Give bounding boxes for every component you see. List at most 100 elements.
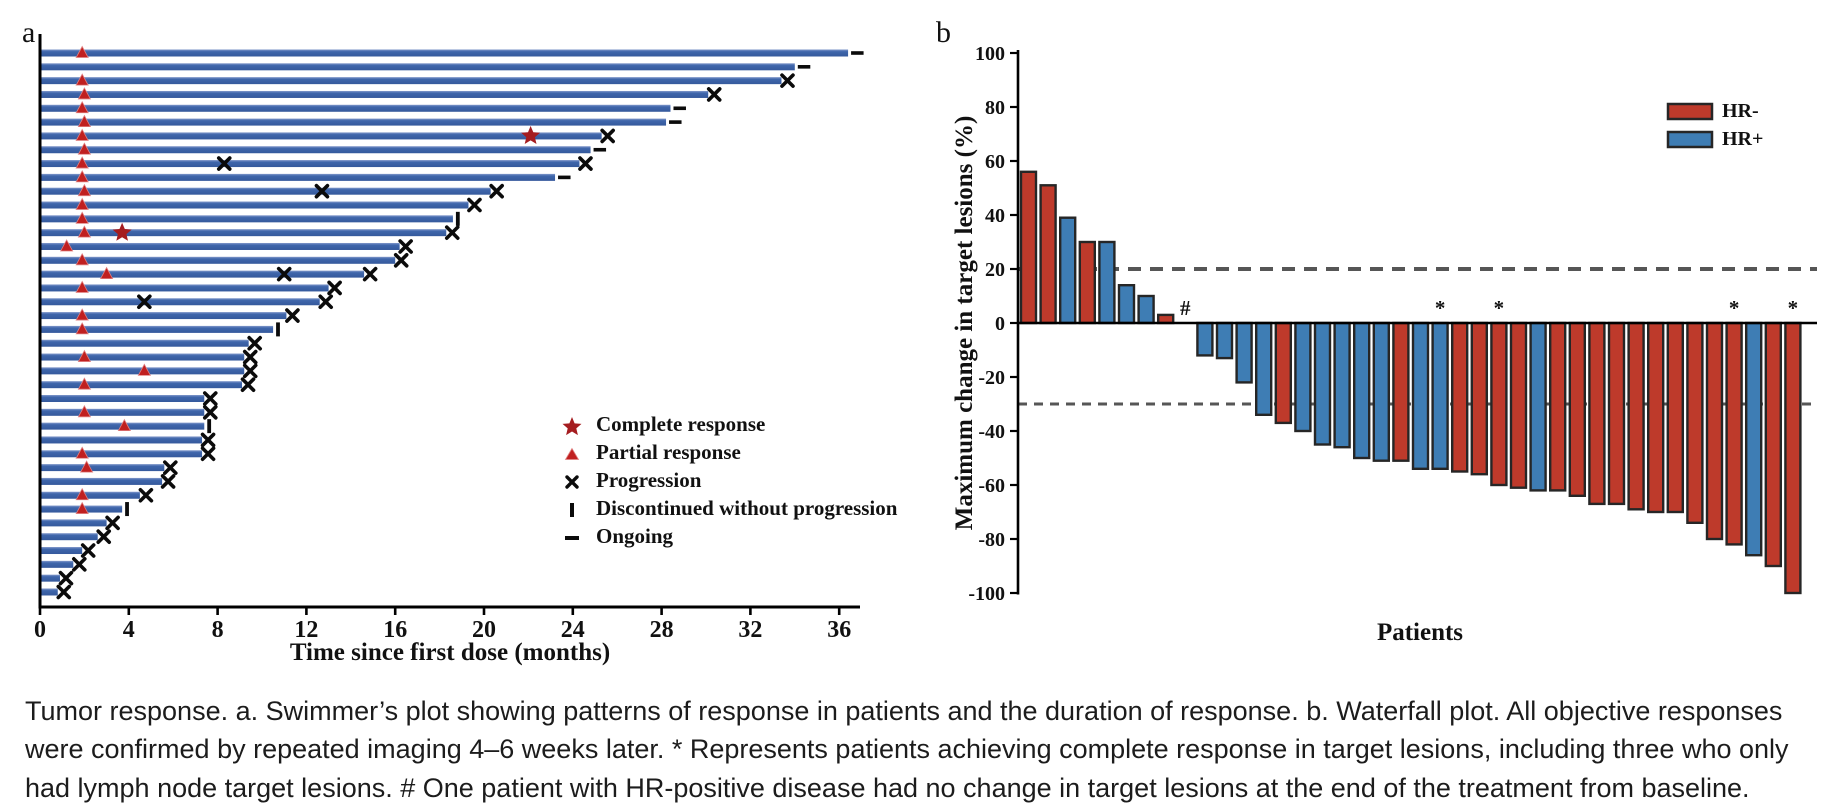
waterfall-bar [1568,321,1586,498]
partial-response-triangle-marker [75,156,89,169]
swimmer-bar [40,450,203,458]
partial-response-triangle-marker [75,322,89,335]
waterfall-bar [1411,321,1430,471]
partial-response-triangle-marker [99,266,114,280]
waterfall-y-tick-label: -60 [978,475,1005,497]
waterfall-annotations: # * * * * [1180,296,1798,320]
legend-label: Complete response [596,412,765,436]
swimmer-bar [40,339,249,347]
swimmer-bar [40,436,203,444]
ongoing-dash-marker [797,65,811,69]
progression-x-marker [318,294,334,310]
progression-x-marker [138,487,154,503]
swimmer-bar [40,146,591,154]
swimmer-x-tick-label: 32 [738,617,762,643]
swimmer-bar [40,132,602,140]
swimmer-bar [40,215,453,223]
swimmer-bar [40,118,667,126]
discontinued-bar-marker [276,322,280,337]
swimmer-x-tick-label: 16 [383,617,407,643]
swimmer-bar [40,491,140,499]
progression-x-marker [240,377,256,392]
waterfall-bar [1078,240,1097,325]
legend-vbar-marker [570,503,574,517]
partial-response-triangle-marker [75,100,89,114]
legend-label: Ongoing [596,524,674,548]
progression-x-marker [600,128,615,144]
waterfall-bar [1647,321,1665,514]
swimmer-plot: a 0 4 8 12 16 20 24 28 32 36 Time since first dos… [22,16,898,666]
bar-annotation: * [1729,296,1740,320]
complete-response-star-marker [112,222,132,241]
ongoing-dash-marker [673,106,686,111]
progression-x-marker [96,529,112,545]
swimmer-bar [40,519,107,527]
progression-x-marker [200,432,216,448]
swimmer-bar [40,284,329,292]
swimmer-bar [40,464,165,472]
waterfall-bar [1215,321,1234,360]
swimmer-bar [40,270,365,278]
waterfall-y-tick-label: -80 [978,529,1005,551]
waterfall-bar [1509,321,1528,489]
waterfall-bar [1372,321,1390,462]
partial-response-triangle-marker [77,404,92,418]
progression-x-marker [489,183,504,199]
partial-response-triangle-marker [75,211,89,224]
swimmer-bar [40,201,469,209]
progression-x-marker [242,349,258,365]
progression-x-marker [578,156,593,171]
waterfall-bar [1451,321,1469,473]
partial-response-triangle-marker [117,418,132,432]
waterfall-bar [1392,321,1410,462]
waterfall-legend: HR- HR+ [1666,100,1763,150]
progression-x-marker [362,266,378,282]
swimmer-bar [40,173,556,181]
partial-response-triangle-marker [75,308,89,321]
progression-x-marker [200,446,216,462]
progression-x-marker [202,405,218,420]
figure-caption: Tumor response. a. Swimmer’s plot showin… [25,696,1789,803]
progression-x-marker [80,543,96,558]
progression-x-marker [163,460,178,475]
swimmer-bar [40,242,400,250]
swimmer-x-tick-label: 12 [294,617,318,643]
partial-response-triangle-marker [75,128,89,141]
progression-x-marker [137,294,152,310]
waterfall-bar [1784,321,1802,595]
progression-x-marker [105,515,120,531]
waterfall-bar [1549,321,1567,492]
swimmer-bar [40,104,671,112]
progression-x-marker [444,225,460,240]
progression-x-marker [285,308,300,323]
swimmer-x-tick-label: 24 [561,617,585,643]
swimmer-bar [40,312,287,320]
progression-x-marker [58,570,74,586]
partial-response-triangle-marker [77,349,92,362]
waterfall-bar [1255,321,1273,417]
swimmer-bar [40,77,782,85]
swimmer-bar [40,325,274,333]
waterfall-y-tick-label: 20 [985,259,1005,281]
waterfall-bar [1764,321,1782,568]
swimmer-x-tick-label: 8 [212,617,224,643]
swimmer-xaxis-title: Time since first dose (months) [290,639,610,666]
waterfall-bar [1235,321,1253,384]
swimmer-x-tick-label: 20 [472,617,496,643]
swimmer-bar [40,63,795,71]
swimmer-bar [40,477,163,485]
ongoing-dash-marker [851,51,864,55]
partial-response-triangle-marker [75,280,89,293]
progression-x-marker [314,183,330,199]
waterfall-bar [1666,321,1684,514]
waterfall-xaxis-title: Patients [1377,619,1463,646]
progression-x-marker [56,584,72,600]
waterfall-y-tick-label: -20 [978,367,1005,389]
swimmer-x-tick-label: 36 [827,617,851,643]
waterfall-y-tick-label: 60 [985,151,1005,173]
waterfall-y-tick-label: 80 [985,97,1005,119]
legend-label: HR- [1722,100,1759,122]
partial-response-triangle-marker [75,73,89,86]
legend-dash-marker [565,536,579,540]
